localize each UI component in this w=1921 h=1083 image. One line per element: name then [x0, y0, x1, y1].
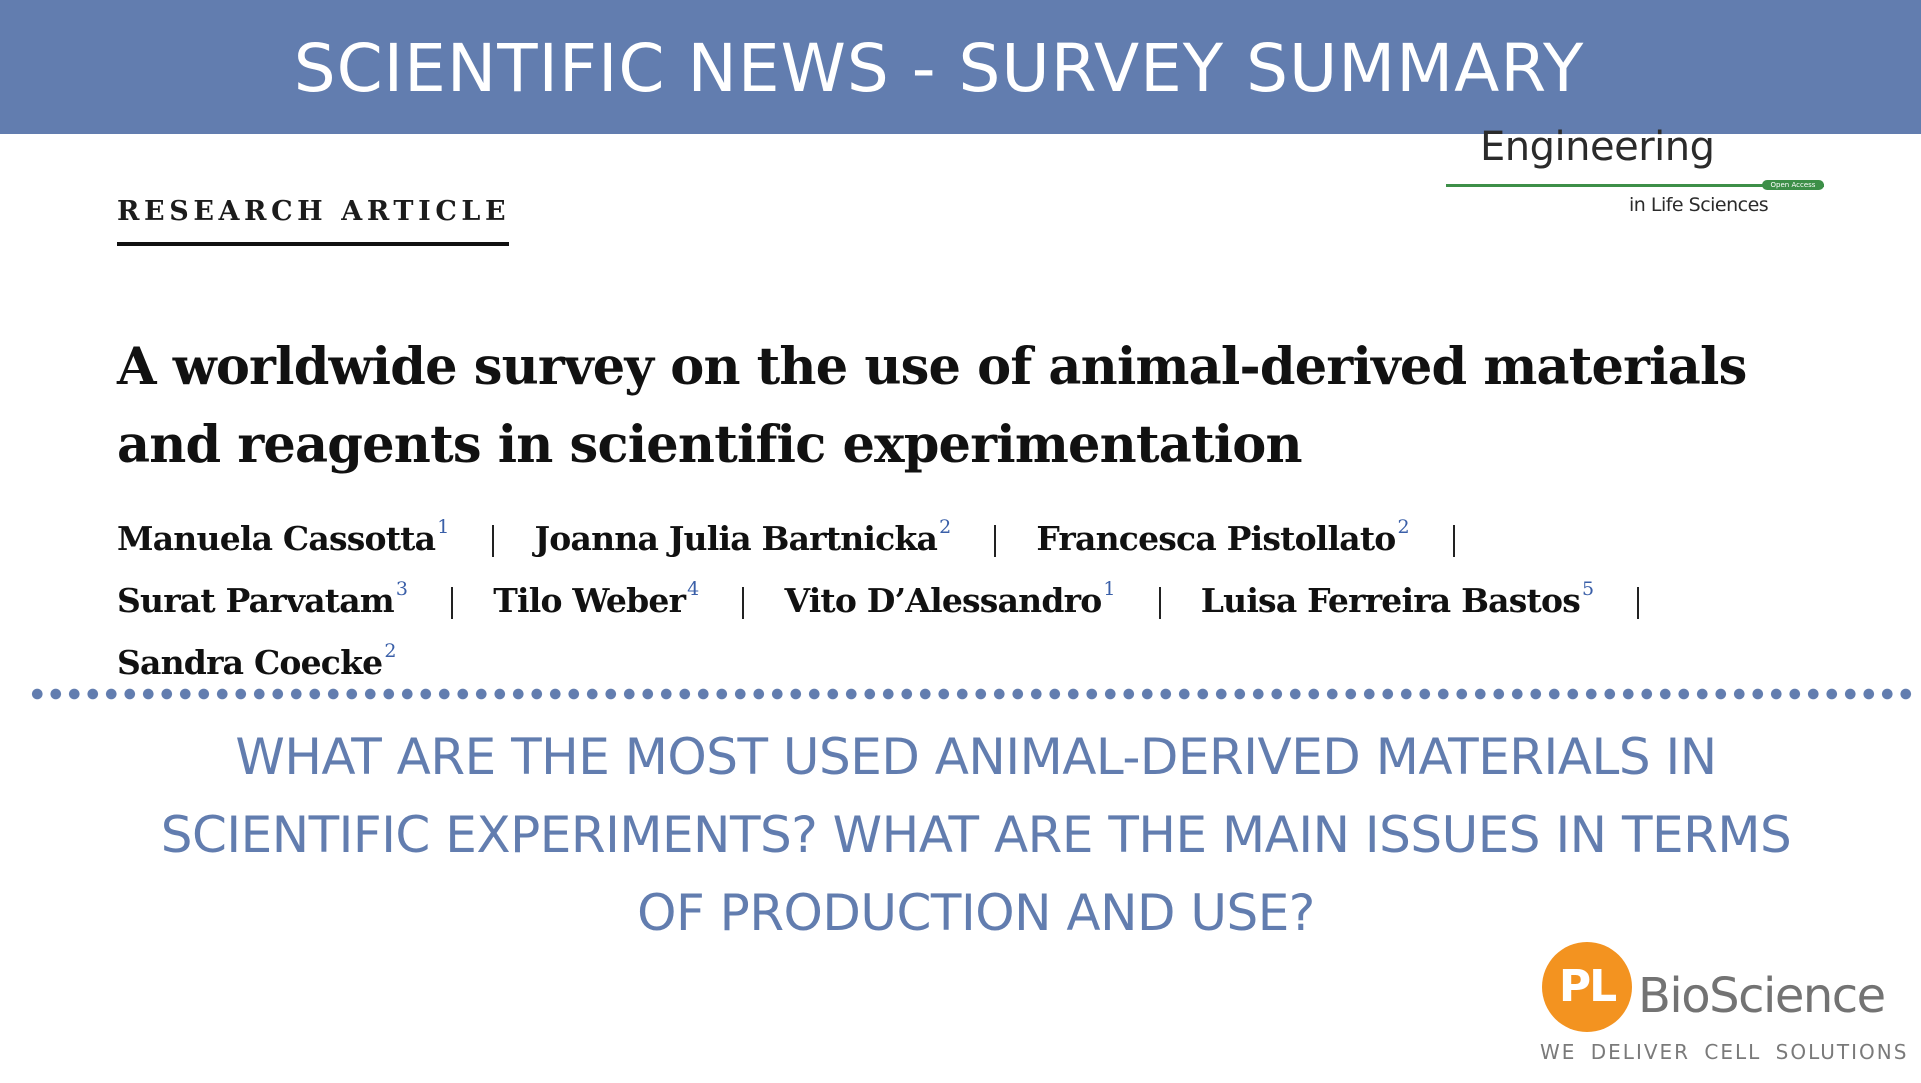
author: Joanna Julia Bartnicka 2 [534, 508, 951, 570]
brand-name: BioScience [1638, 968, 1886, 1024]
author-name: Vito D’Alessandro [784, 581, 1102, 620]
affiliation-number: 4 [687, 578, 699, 600]
author-separator [1452, 525, 1455, 557]
affiliation-number: 2 [1397, 516, 1410, 538]
author: Tilo Weber 4 [493, 570, 699, 632]
header-banner: SCIENTIFIC NEWS - SURVEY SUMMARY [0, 0, 1921, 134]
author: Sandra Coecke 2 [117, 632, 396, 694]
author-separator [1637, 587, 1640, 619]
banner-title: SCIENTIFIC NEWS - SURVEY SUMMARY [293, 29, 1585, 107]
author-separator [451, 587, 454, 619]
author-line: Manuela Cassotta 1 Joanna Julia Bartnicka 2… [117, 508, 1679, 570]
survey-question-line: WHAT ARE THE MOST USED ANIMAL-DERIVED MA… [235, 728, 1717, 786]
article-type-underline [117, 242, 509, 246]
author-name: Francesca Pistollato [1036, 519, 1396, 558]
author: Vito D’Alessandro 1 [784, 570, 1115, 632]
survey-question-line: OF PRODUCTION AND USE? [637, 884, 1315, 942]
survey-question: WHAT ARE THE MOST USED ANIMAL-DERIVED MA… [80, 718, 1872, 952]
author: Manuela Cassotta 1 [117, 508, 449, 570]
author-separator [742, 587, 745, 619]
article-title: A worldwide survey on the use of animal-… [117, 328, 1877, 484]
dotted-divider [28, 688, 1918, 700]
author: Surat Parvatam 3 [117, 570, 408, 632]
affiliation-number: 1 [1103, 578, 1115, 600]
affiliation-number: 5 [1581, 578, 1594, 600]
author-name: Tilo Weber [493, 581, 686, 620]
survey-question-line: SCIENTIFIC EXPERIMENTS? WHAT ARE THE MAI… [160, 806, 1792, 864]
journal-logo: Engineering Open Access in Life Sciences [1446, 124, 1826, 224]
author-list: Manuela Cassotta 1 Joanna Julia Bartnicka 2… [117, 508, 1679, 694]
affiliation-number: 3 [395, 578, 408, 600]
author: Francesca Pistollato 2 [1036, 508, 1410, 570]
affiliation-number: 2 [939, 516, 951, 538]
journal-logo-rule [1446, 184, 1824, 187]
author-name: Luisa Ferreira Bastos [1200, 581, 1581, 620]
affiliation-number: 2 [384, 640, 396, 662]
brand-mark: PL [1542, 942, 1632, 1032]
author-line: Surat Parvatam 3 Tilo Weber 4 Vito D’Alessan… [117, 570, 1679, 632]
author-name: Joanna Julia Bartnicka [534, 519, 938, 558]
open-access-badge: Open Access [1762, 180, 1824, 190]
affiliation-number: 1 [437, 516, 449, 538]
author-line: Sandra Coecke 2 [117, 632, 1679, 694]
company-logo: PL BioScience WE DELIVER CELL SOLUTIONS [1538, 942, 1906, 1072]
journal-subtitle: in Life Sciences [1629, 194, 1769, 216]
journal-name: Engineering [1480, 124, 1715, 170]
author-separator [1158, 587, 1161, 619]
article-type-label: RESEARCH ARTICLE [117, 196, 511, 227]
author-name: Manuela Cassotta [117, 519, 436, 558]
author-separator [492, 525, 495, 557]
author: Luisa Ferreira Bastos 5 [1201, 570, 1594, 632]
author-name: Sandra Coecke [117, 643, 383, 682]
brand-tagline: WE DELIVER CELL SOLUTIONS [1540, 1040, 1909, 1064]
author-separator [994, 525, 997, 557]
author-name: Surat Parvatam [117, 581, 395, 620]
article-title-line: and reagents in scientific experimentati… [117, 415, 1303, 475]
article-title-line: A worldwide survey on the use of animal-… [117, 337, 1747, 397]
